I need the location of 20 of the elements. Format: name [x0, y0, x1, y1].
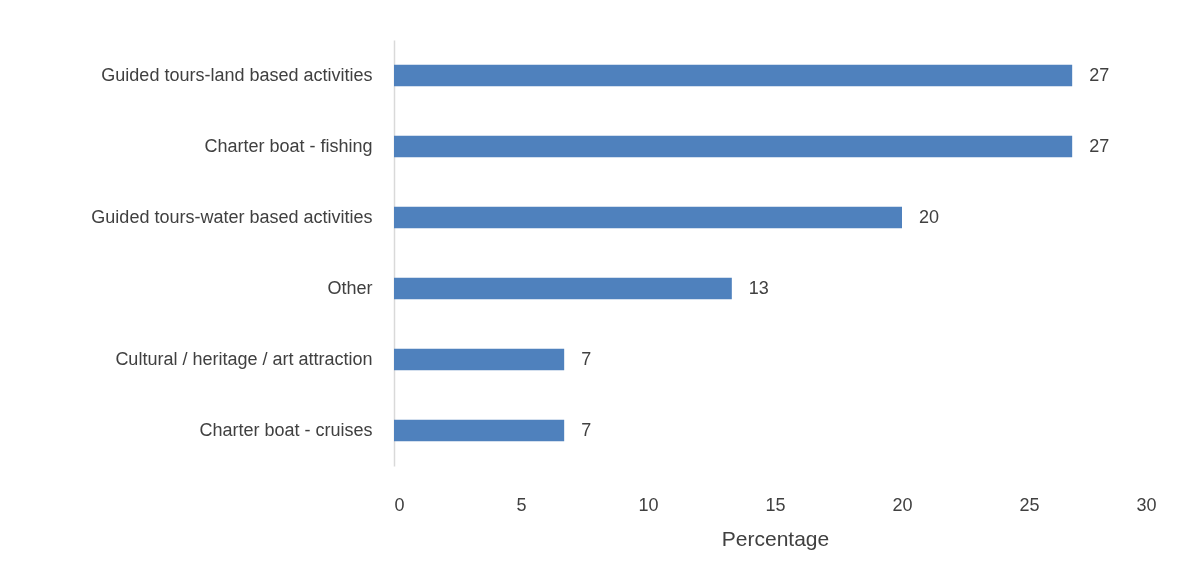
- x-axis-title: Percentage: [721, 526, 830, 550]
- y-tick-label: Cultural / heritage / art attraction: [115, 348, 373, 369]
- data-label: 27: [1089, 135, 1110, 156]
- y-tick-label: Charter boat - cruises: [199, 419, 373, 440]
- x-tick-label: 30: [1136, 494, 1157, 515]
- y-tick-label: Guided tours-water based activities: [91, 206, 373, 227]
- data-label: 7: [581, 348, 592, 369]
- data-label: 13: [748, 277, 769, 298]
- y-tick-label: Other: [327, 277, 373, 298]
- x-tick-label: 15: [765, 494, 786, 515]
- data-label: 20: [919, 206, 940, 227]
- x-tick-label: 10: [638, 494, 659, 515]
- data-label: 7: [581, 419, 592, 440]
- data-label: 27: [1089, 64, 1110, 85]
- y-tick-label: Charter boat - fishing: [204, 135, 373, 156]
- x-tick-label: 25: [1019, 494, 1040, 515]
- x-tick-label: 0: [394, 494, 405, 515]
- y-tick-label: Guided tours-land based activities: [101, 64, 373, 85]
- x-tick-label: 5: [516, 494, 527, 515]
- x-tick-label: 20: [892, 494, 913, 515]
